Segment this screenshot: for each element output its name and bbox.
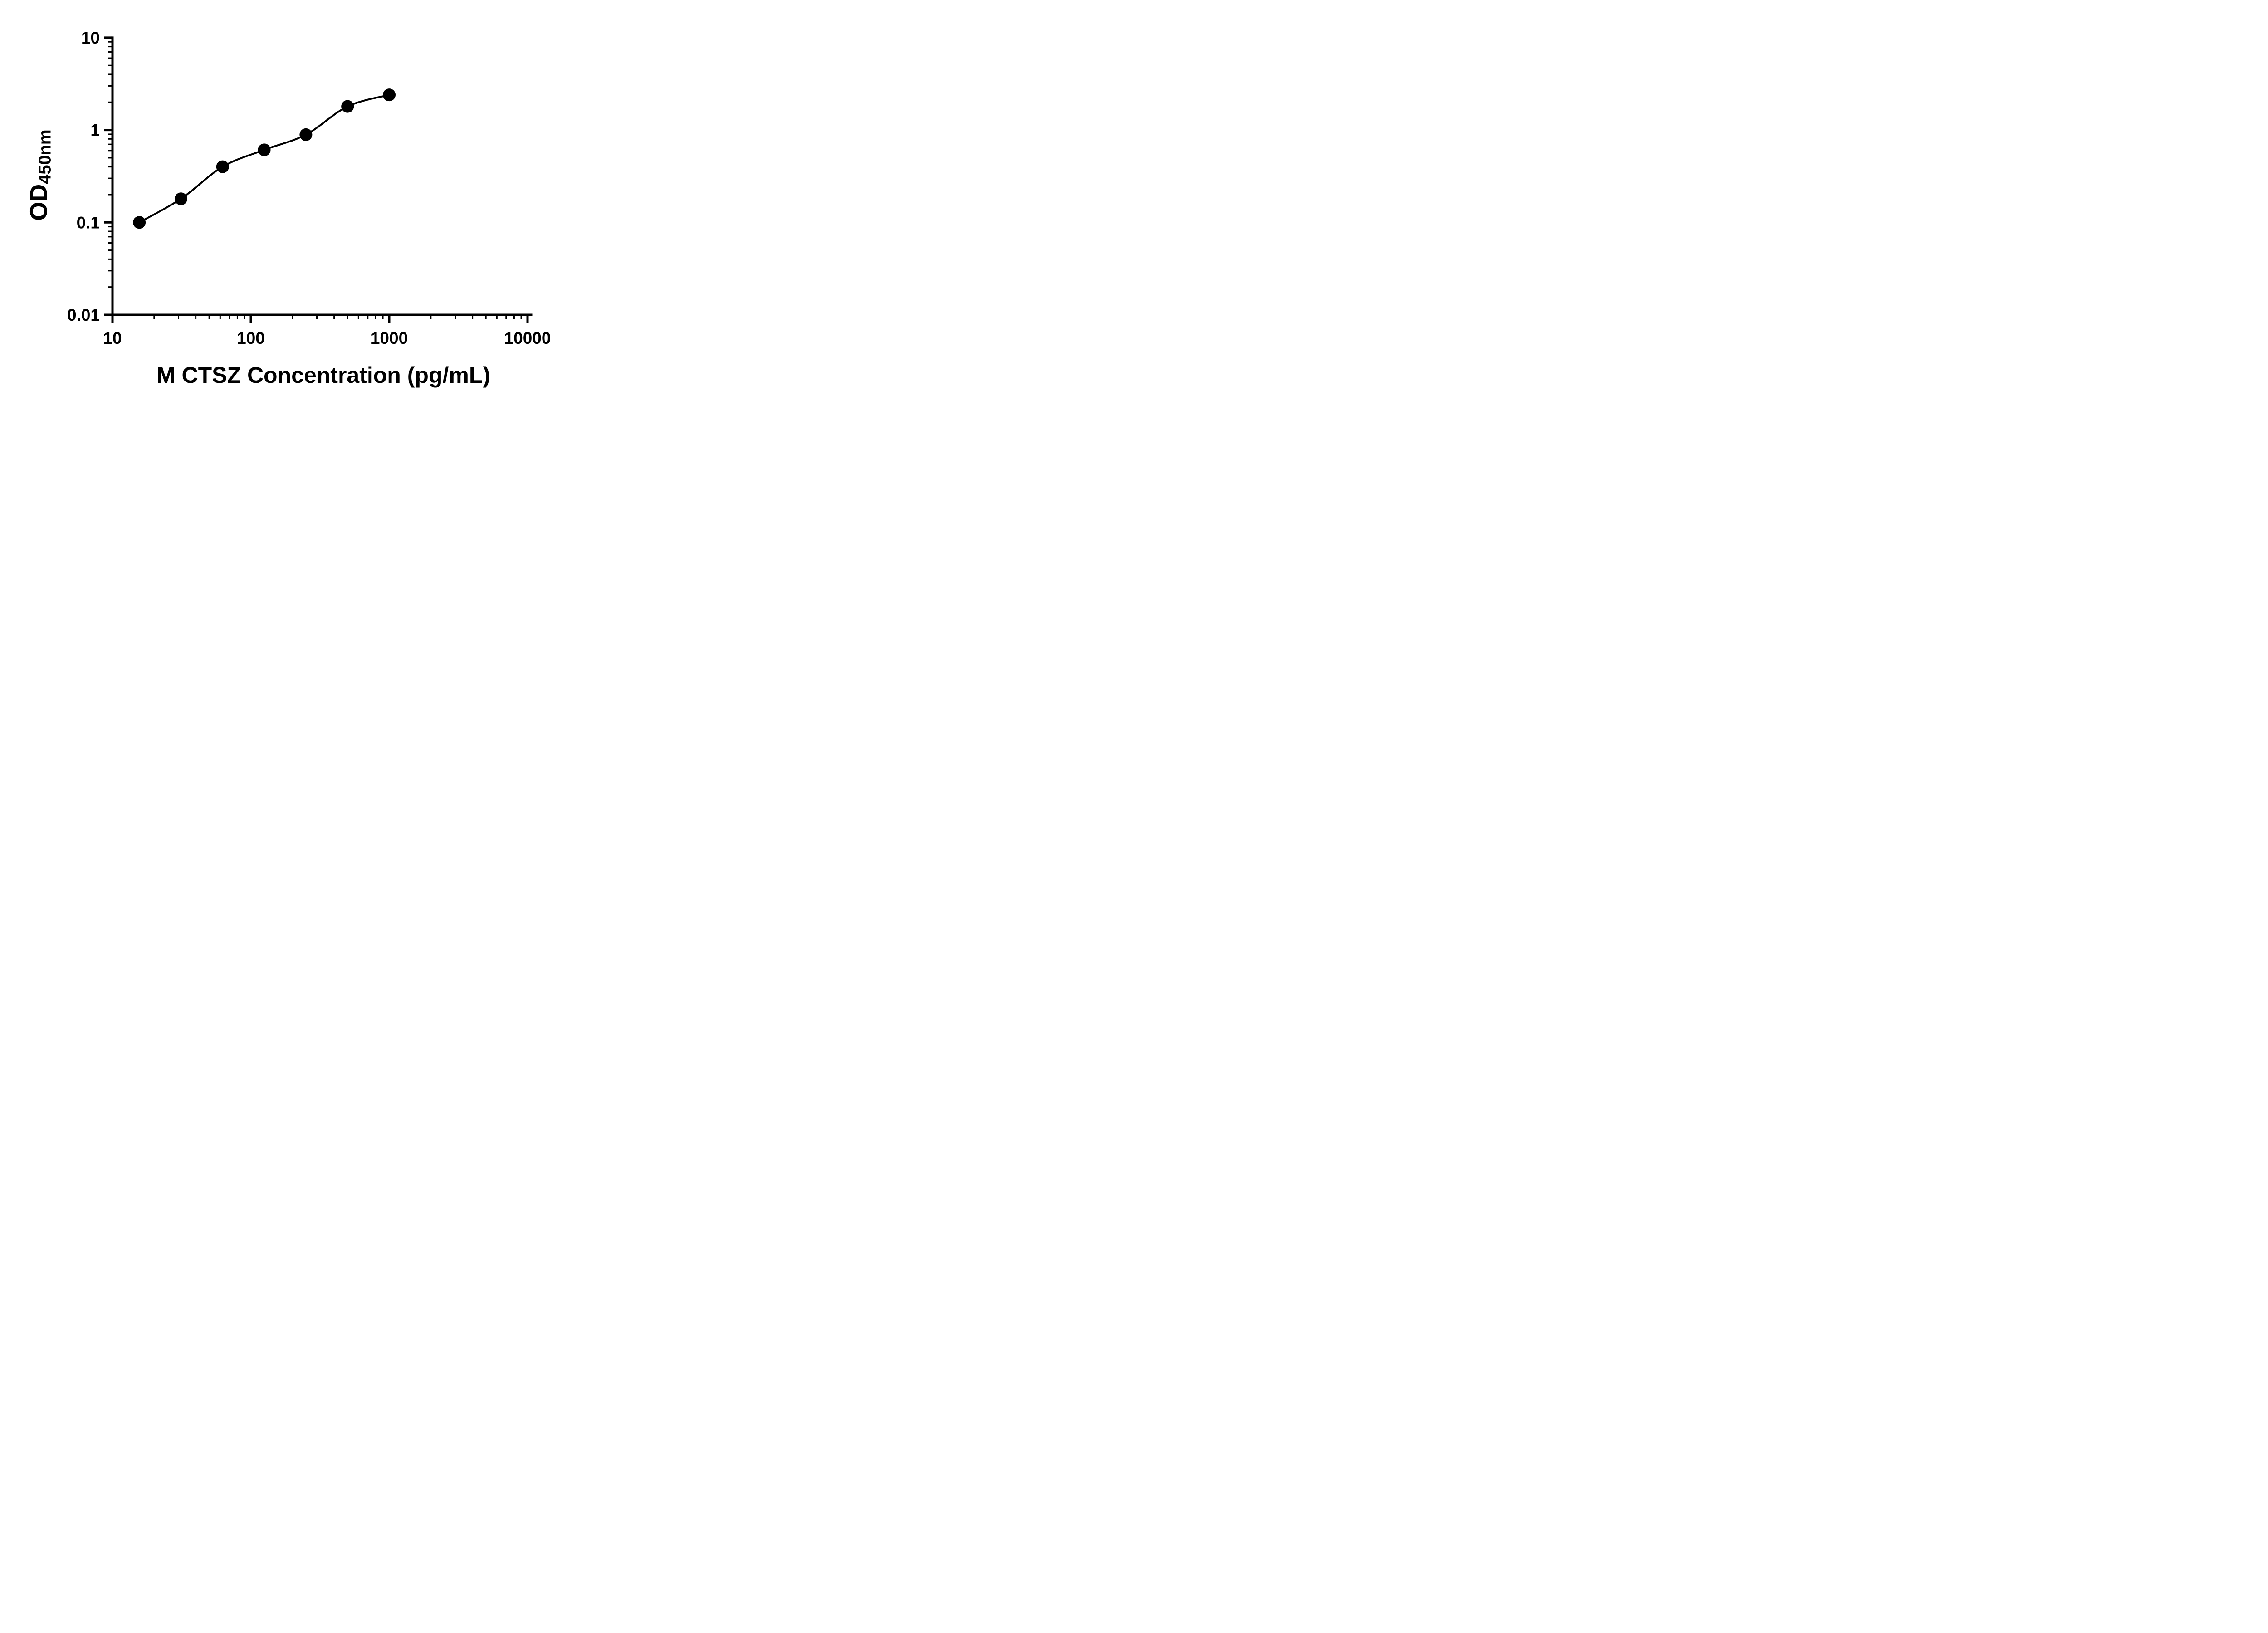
y-tick-label: 0.1 (77, 213, 100, 232)
y-axis-title: OD450nm (24, 129, 55, 220)
y-tick-label: 0.01 (67, 306, 100, 324)
x-tick-label: 10 (103, 329, 122, 347)
y-axis-title-subscript: 450nm (35, 129, 55, 184)
y-tick-label: 10 (81, 29, 100, 47)
plot-area: 10 100 1000 10000 0.01 0.1 1 10 (67, 29, 551, 347)
data-point (174, 192, 187, 205)
x-tick-label: 1000 (371, 329, 408, 347)
y-tick-label: 1 (90, 121, 100, 140)
x-tick-label: 10000 (504, 329, 551, 347)
axis-lines (111, 36, 533, 316)
data-point (133, 216, 146, 229)
y-axis-title-main: OD (25, 184, 53, 221)
data-point (258, 143, 271, 156)
x-axis-title: M CTSZ Concentration (pg/mL) (156, 362, 491, 388)
data-point (299, 128, 313, 141)
x-tick-label: 100 (237, 329, 265, 347)
data-point (216, 160, 229, 173)
data-point (341, 100, 354, 113)
elisa-standard-curve-figure: 10 100 1000 10000 0.01 0.1 1 10 OD450nm M CTSZ … (0, 0, 583, 408)
data-point (383, 88, 396, 102)
